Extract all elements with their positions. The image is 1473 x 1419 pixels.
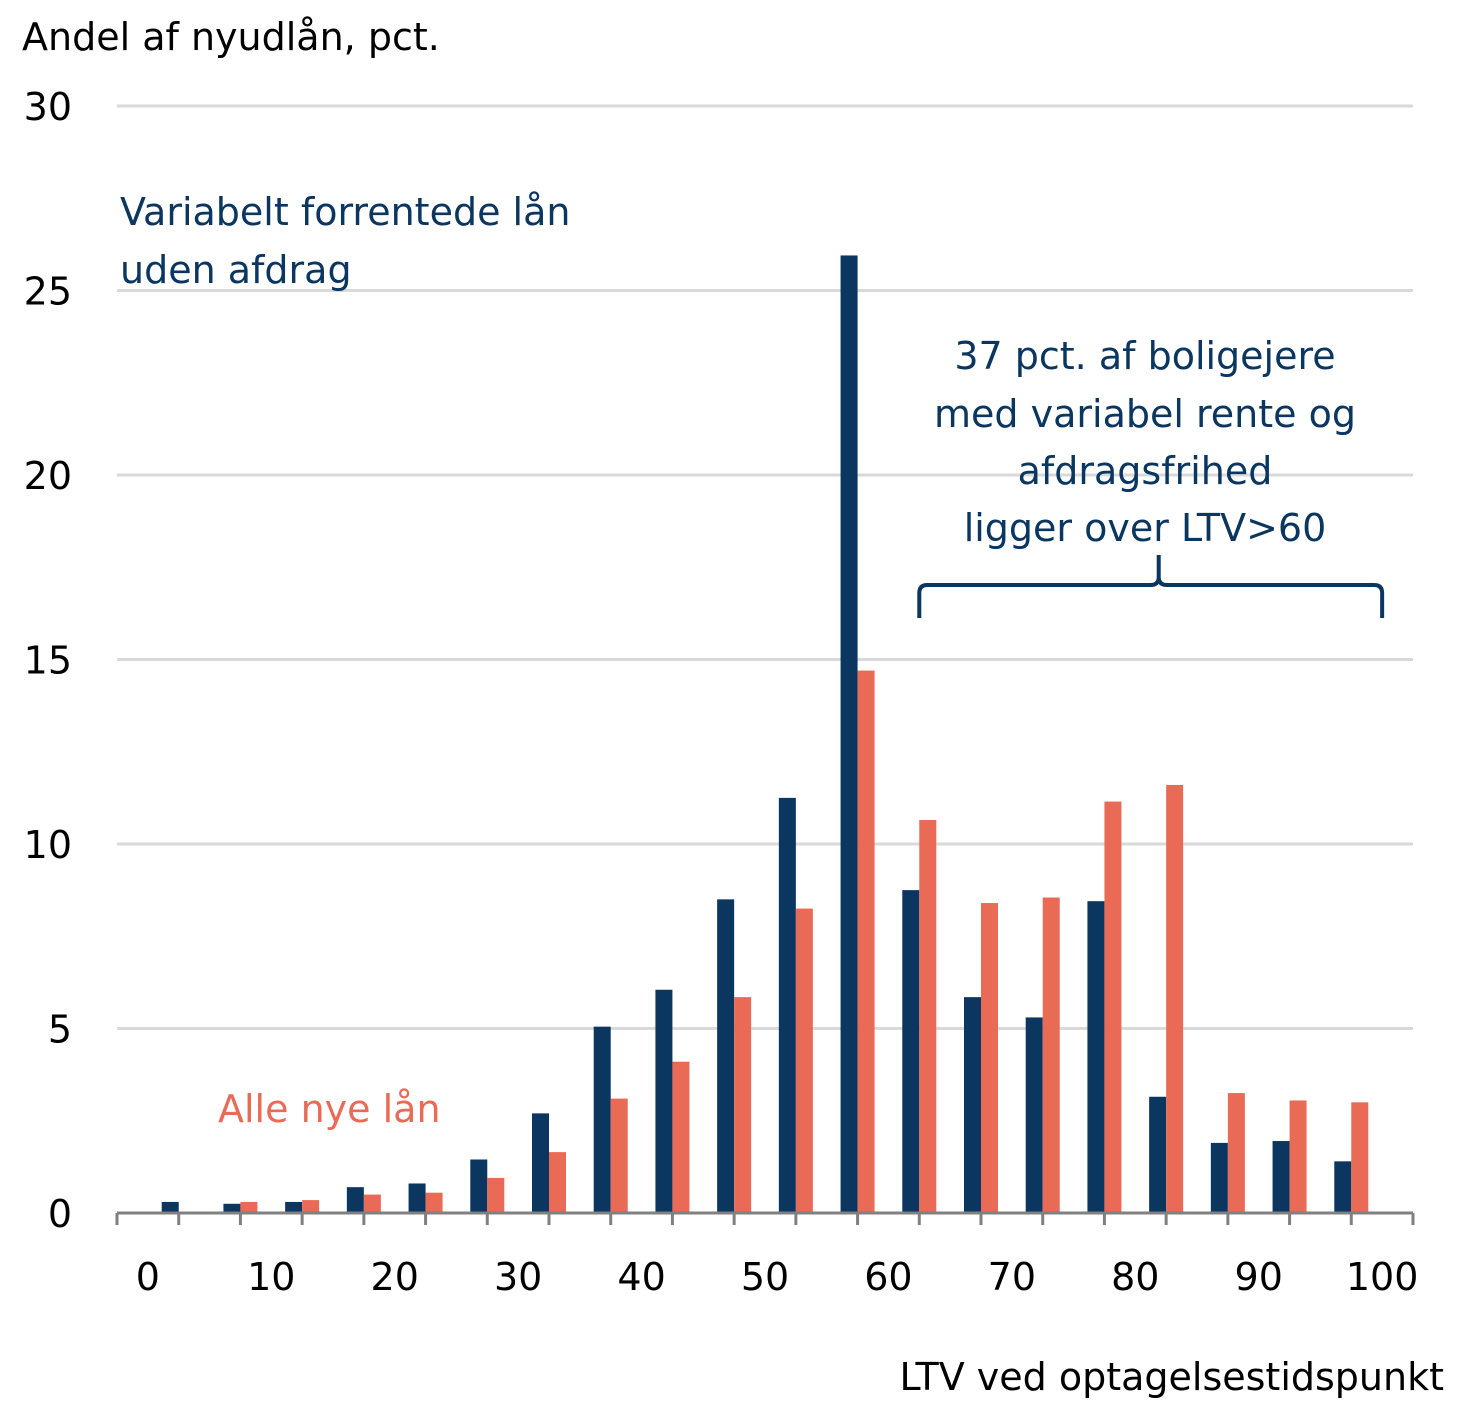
- annotation-bracket: [917, 555, 1385, 618]
- bar-alle: [363, 1194, 381, 1213]
- x-tick-label: 60: [864, 1255, 912, 1299]
- bar-variabelt: [593, 1026, 611, 1213]
- bar-alle: [549, 1152, 566, 1213]
- bar-variabelt: [470, 1159, 488, 1213]
- bar-alle: [610, 1098, 628, 1213]
- bar-alle: [734, 997, 752, 1213]
- y-tick-label: 15: [24, 639, 72, 683]
- bar-variabelt: [1334, 1161, 1352, 1213]
- bar-alle: [857, 670, 875, 1213]
- y-tick-label: 30: [24, 85, 72, 129]
- bar-alle: [795, 908, 813, 1213]
- bar-variabelt: [223, 1203, 241, 1213]
- x-tick-label: 70: [988, 1255, 1036, 1299]
- legend-variabelt-line2: uden afdrag: [120, 248, 352, 292]
- bracket-annotation: 37 pct. af boligejere med variabel rente …: [917, 334, 1385, 618]
- bar-variabelt: [717, 899, 735, 1213]
- legend-variabelt: Variabelt forrentede lån uden afdrag: [120, 190, 583, 292]
- bar-alle: [1042, 897, 1060, 1213]
- x-tick-label: 10: [247, 1255, 295, 1299]
- bar-variabelt: [408, 1183, 426, 1213]
- bar-alle: [1166, 784, 1184, 1213]
- grid: [117, 104, 1413, 1030]
- x-tick-label: 90: [1235, 1255, 1283, 1299]
- bar-variabelt: [840, 255, 858, 1213]
- x-tick-labels: 0 10 20 30 40 50 60 70 80 90 100: [136, 1255, 1419, 1299]
- bar-alle: [1227, 1093, 1245, 1213]
- bar-variabelt: [1210, 1142, 1228, 1213]
- bar-variabelt: [346, 1187, 364, 1213]
- bar-alle: [981, 903, 998, 1213]
- annotation-line: med variabel rente og: [934, 392, 1356, 436]
- bar-variabelt: [1087, 901, 1105, 1213]
- bar-variabelt: [161, 1201, 179, 1213]
- annotation-line: 37 pct. af boligejere: [954, 334, 1335, 378]
- bar-alle: [1289, 1100, 1307, 1213]
- x-tick-label: 80: [1111, 1255, 1159, 1299]
- x-tick-label: 20: [371, 1255, 419, 1299]
- bar-variabelt: [285, 1201, 303, 1213]
- x-tick-label: 40: [617, 1255, 665, 1299]
- x-axis: [115, 1211, 1415, 1225]
- annotation-line: afdragsfrihed: [1018, 449, 1273, 493]
- y-tick-label: 5: [48, 1008, 72, 1052]
- x-axis-title: LTV ved optagelsestidspunkt: [900, 1355, 1444, 1399]
- bars: [161, 255, 1369, 1213]
- y-tick-label: 20: [24, 454, 72, 498]
- annotation-line: ligger over LTV>60: [964, 506, 1327, 550]
- bar-variabelt: [1149, 1096, 1167, 1213]
- bar-alle: [425, 1192, 443, 1213]
- bar-variabelt: [964, 997, 981, 1213]
- bar-variabelt: [1025, 1017, 1043, 1213]
- x-tick-label: 0: [136, 1255, 160, 1299]
- bar-alle: [672, 1061, 690, 1213]
- y-axis-title: Andel af nyudlån, pct.: [22, 15, 440, 59]
- bar-alle: [919, 820, 937, 1213]
- x-tick-label: 30: [494, 1255, 542, 1299]
- bar-alle: [302, 1200, 320, 1213]
- bar-variabelt: [902, 890, 920, 1213]
- bar-variabelt: [532, 1113, 549, 1213]
- x-tick-label: 50: [741, 1255, 789, 1299]
- legend-alle: Alle nye lån: [218, 1087, 441, 1131]
- x-tick-label: 100: [1346, 1255, 1419, 1299]
- bar-variabelt: [778, 797, 796, 1213]
- y-tick-label: 10: [24, 823, 72, 867]
- bar-variabelt: [655, 989, 673, 1213]
- bar-alle: [1351, 1102, 1369, 1213]
- bar-variabelt: [1272, 1141, 1290, 1213]
- bar-alle: [487, 1177, 505, 1213]
- bar-alle: [240, 1201, 258, 1213]
- y-tick-labels: 0 5 10 15 20 25 30: [24, 85, 72, 1236]
- y-tick-label: 25: [24, 270, 72, 314]
- legend-variabelt-line1: Variabelt forrentede lån: [120, 190, 570, 234]
- bar-alle: [1104, 801, 1122, 1213]
- y-tick-label: 0: [48, 1192, 72, 1236]
